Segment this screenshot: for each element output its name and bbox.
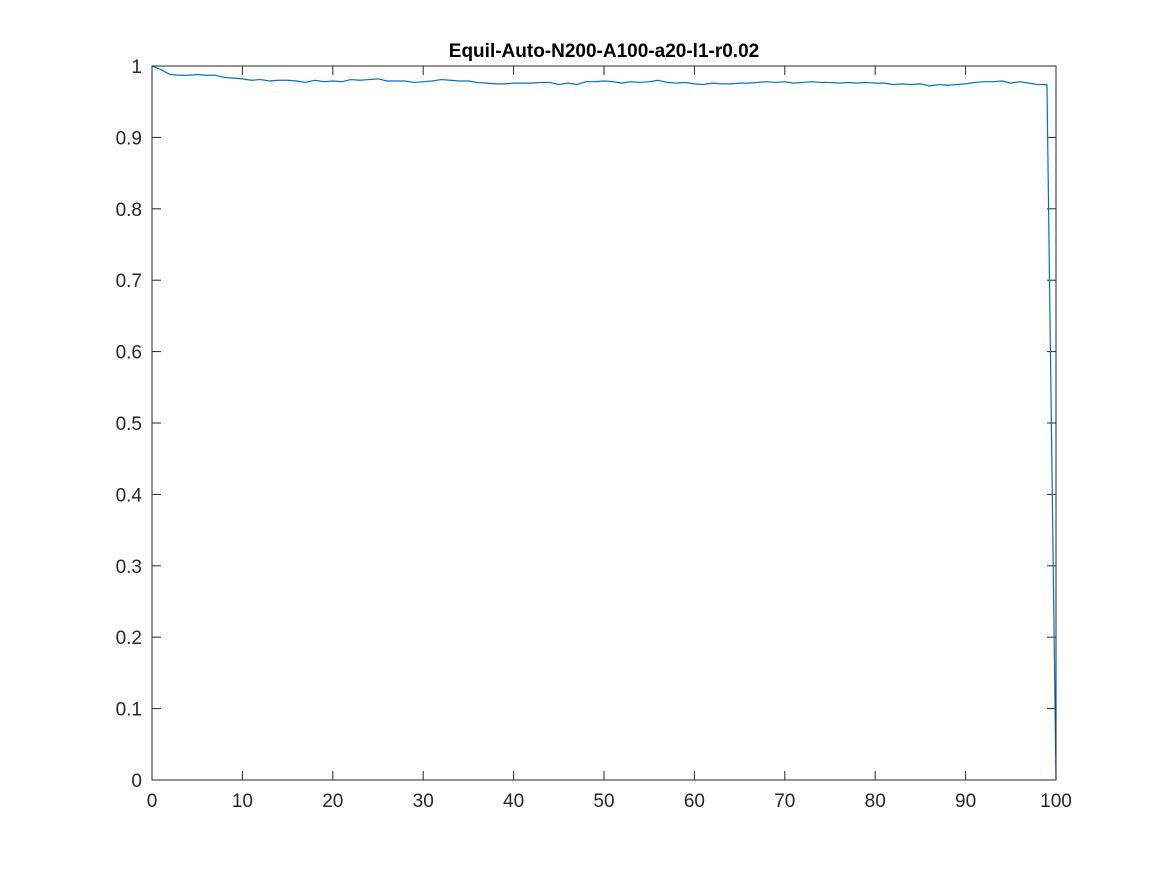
x-tick-label: 30 [413,791,434,812]
y-tick-label: 0.4 [116,485,143,506]
x-tick-label: 0 [147,791,158,812]
y-tick-label: 0.3 [116,557,142,578]
axes-box [151,65,1057,781]
y-tick-label: 1 [131,57,142,78]
x-tick-label: 80 [865,791,886,812]
series-layer [151,65,1057,781]
y-tick-label: 0.2 [116,628,142,649]
x-tick-label: 70 [774,791,795,812]
y-tick-label: 0 [131,771,142,792]
x-tick-label: 90 [955,791,976,812]
y-tick-label: 0.5 [116,414,142,435]
x-tick-label: 60 [684,791,705,812]
y-tick-label: 0.7 [116,271,142,292]
ticks-layer: 0 10 20 30 40 50 60 70 80 90 100 0 0.1 0.2 0.3 0.4 0.5 0.… [116,57,1072,812]
series-line-0 [151,65,1057,781]
y-tick-label: 0.9 [116,128,142,149]
x-tick-label: 100 [1040,791,1072,812]
y-tick-label: 0.8 [116,200,142,221]
y-tick-label: 0.6 [116,343,142,364]
x-tick-label: 20 [322,791,343,812]
x-tick-label: 40 [503,791,524,812]
chart-title: Equil-Auto-N200-A100-a20-l1-r0.02 [449,41,759,62]
x-tick-label: 10 [232,791,253,812]
axes-background [152,66,1056,780]
y-tick-label: 0.1 [116,700,142,721]
x-tick-label: 50 [593,791,614,812]
